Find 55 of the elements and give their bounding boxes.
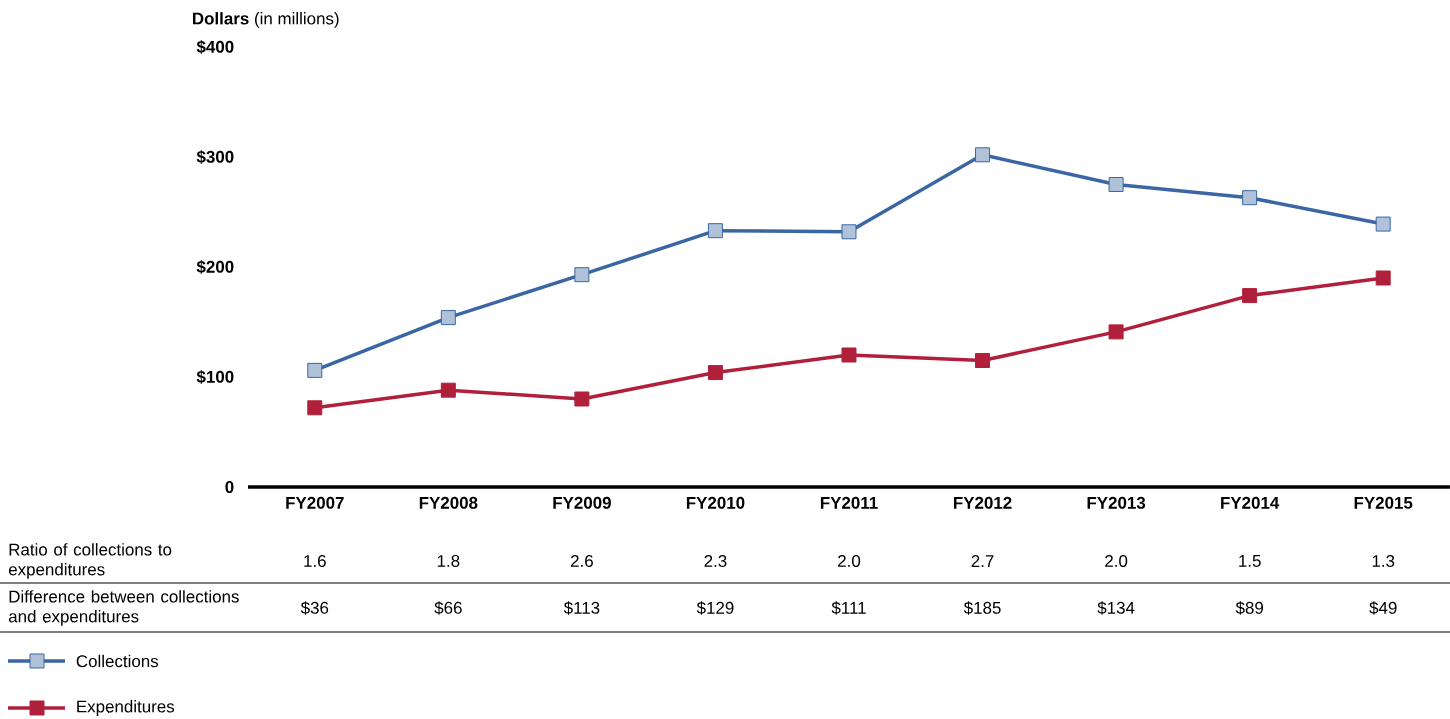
point	[307, 400, 323, 416]
x-tick-label: FY2007	[286, 496, 344, 509]
y-tick-label: $200	[196, 260, 234, 274]
y-tick-label: $300	[196, 150, 234, 164]
text: 1.5	[1239, 555, 1261, 567]
text: 2.3	[704, 554, 727, 567]
text: 2.6	[570, 554, 593, 567]
text: $129	[696, 601, 734, 615]
text: $89	[1235, 601, 1263, 615]
x-tick-label: FY2012	[954, 496, 1012, 509]
text: $185	[963, 601, 1001, 615]
point	[440, 382, 456, 398]
y-tick-label: 0	[225, 480, 234, 493]
text: 1.8	[437, 554, 460, 567]
point	[440, 310, 456, 326]
text: $49	[1369, 601, 1397, 615]
y-tick-label: $400	[196, 40, 234, 54]
text: $66	[434, 601, 462, 615]
text: $36	[300, 601, 329, 615]
x-tick-label: FY2014	[1221, 496, 1280, 509]
point	[707, 365, 723, 381]
text: Ratio of collections to expenditures	[8, 543, 172, 579]
x-tick-label: FY2009	[553, 496, 611, 509]
point	[841, 224, 857, 240]
x-tick-label: FY2013	[1087, 496, 1146, 509]
point	[307, 362, 323, 378]
legend-label: Collections	[76, 654, 159, 668]
y-tick-label: $100	[196, 370, 234, 384]
x-tick-label: FY2010	[686, 496, 745, 509]
point	[574, 391, 590, 407]
point	[574, 267, 590, 283]
text: 2.0	[838, 554, 861, 567]
text: 2.0	[1105, 554, 1128, 567]
point	[841, 347, 857, 363]
point	[1375, 216, 1391, 232]
text: 1.3	[1372, 554, 1395, 567]
point	[975, 352, 991, 368]
text: $134	[1097, 601, 1135, 615]
text: 1.6	[304, 554, 326, 567]
point	[1242, 288, 1258, 304]
y-axis-title: Dollars (in millions)	[193, 12, 339, 28]
text: Difference between collections and expenditures	[8, 590, 239, 626]
point	[1108, 176, 1124, 192]
x-tick-label: FY2015	[1354, 496, 1413, 509]
text: $111	[831, 601, 866, 615]
point	[975, 147, 991, 163]
legend-label: Expenditures	[77, 700, 175, 716]
point	[1375, 270, 1391, 286]
point	[1108, 324, 1124, 340]
text: 2.7	[971, 555, 994, 567]
text: $113	[563, 601, 600, 615]
x-tick-label: FY2008	[419, 496, 478, 509]
point	[1242, 190, 1258, 206]
point	[707, 223, 723, 239]
x-tick-label: FY2011	[820, 496, 878, 509]
